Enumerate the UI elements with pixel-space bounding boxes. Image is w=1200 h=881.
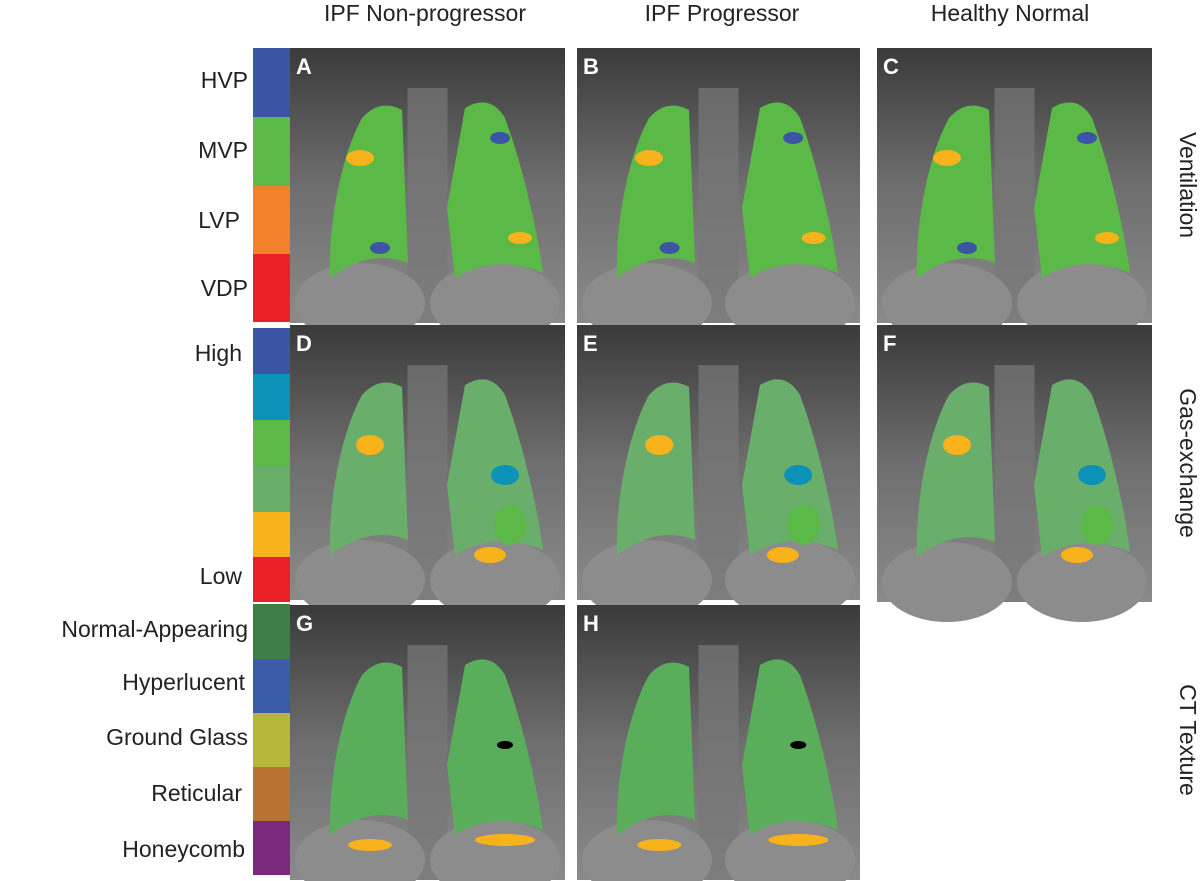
column-header: IPF Progressor bbox=[645, 0, 800, 26]
panel-letter: C bbox=[883, 54, 899, 79]
legend-bar-ventilation bbox=[253, 48, 290, 322]
lung-region bbox=[494, 505, 526, 545]
lung-region bbox=[346, 150, 374, 166]
lung-region bbox=[491, 465, 519, 485]
column-header: IPF Non-progressor bbox=[324, 0, 526, 26]
spine bbox=[698, 645, 739, 880]
legend-label: HVP bbox=[201, 67, 248, 93]
lung-region bbox=[659, 242, 680, 254]
column-header: Healthy Normal bbox=[931, 0, 1090, 26]
lung-region bbox=[933, 150, 961, 166]
lung-region bbox=[635, 150, 664, 166]
panel-letter: D bbox=[296, 331, 312, 356]
panel-letter: B bbox=[583, 54, 599, 79]
lung-region bbox=[490, 132, 510, 144]
image-panel: D bbox=[290, 325, 565, 620]
left-lung bbox=[916, 382, 995, 557]
row-label: Gas-exchange bbox=[1175, 388, 1200, 538]
lung-region bbox=[1061, 547, 1093, 563]
lung-region bbox=[957, 242, 977, 254]
lung-region bbox=[783, 132, 804, 144]
panel-letter: H bbox=[583, 611, 599, 636]
lung-region bbox=[497, 741, 513, 749]
diaphragm bbox=[582, 540, 712, 620]
lung-region bbox=[790, 741, 807, 749]
lung-region bbox=[784, 465, 813, 485]
diaphragm bbox=[295, 263, 425, 343]
left-lung bbox=[616, 105, 695, 278]
image-panel: E bbox=[577, 325, 860, 620]
legend-label: LVP bbox=[198, 207, 240, 233]
legend-label: Low bbox=[200, 563, 243, 589]
panel-letter: G bbox=[296, 611, 313, 636]
legend-label: Reticular bbox=[151, 780, 242, 806]
diaphragm bbox=[430, 263, 560, 343]
left-lung bbox=[616, 382, 695, 555]
lung-region bbox=[943, 435, 971, 455]
lung-region bbox=[508, 232, 532, 244]
diaphragm bbox=[430, 820, 560, 881]
legend-label: VDP bbox=[201, 275, 248, 301]
lung-region bbox=[1077, 132, 1097, 144]
image-panel: H bbox=[577, 605, 860, 881]
diaphragm bbox=[725, 540, 855, 620]
panel-letter: F bbox=[883, 331, 896, 356]
spine bbox=[698, 88, 739, 323]
left-lung bbox=[916, 105, 995, 278]
diaphragm bbox=[582, 263, 712, 343]
legend-label: Honeycomb bbox=[122, 836, 245, 862]
diaphragm bbox=[582, 820, 712, 881]
row-label: Ventilation bbox=[1175, 132, 1200, 238]
lung-region bbox=[348, 839, 392, 851]
lung-region bbox=[768, 834, 829, 846]
row-label: CT Texture bbox=[1175, 684, 1200, 796]
lung-region bbox=[1095, 232, 1119, 244]
lung-region bbox=[370, 242, 390, 254]
diaphragm bbox=[725, 263, 855, 343]
legend-bar-gas bbox=[253, 328, 290, 602]
image-panel: G bbox=[290, 605, 565, 881]
lung-region bbox=[474, 547, 506, 563]
lung-region bbox=[1081, 505, 1113, 545]
right-lung bbox=[742, 659, 838, 835]
diaphragm bbox=[430, 540, 560, 620]
left-lung bbox=[616, 662, 695, 835]
left-lung bbox=[329, 662, 408, 835]
legend-label: Normal-Appearing bbox=[61, 616, 248, 642]
legend-label: MVP bbox=[198, 137, 248, 163]
panel-letter: E bbox=[583, 331, 598, 356]
lung-region bbox=[801, 232, 826, 244]
legend-label: Hyperlucent bbox=[122, 669, 245, 695]
panel-letter: A bbox=[296, 54, 312, 79]
image-panel: F bbox=[877, 325, 1152, 622]
left-lung bbox=[329, 105, 408, 278]
lung-region bbox=[475, 834, 535, 846]
diaphragm bbox=[1017, 542, 1147, 622]
lung-region bbox=[356, 435, 384, 455]
legend-bar-ct bbox=[253, 604, 290, 875]
left-lung bbox=[329, 382, 408, 555]
image-panel: B bbox=[577, 48, 860, 343]
lung-region bbox=[766, 547, 799, 563]
diaphragm bbox=[882, 263, 1012, 343]
diaphragm bbox=[295, 540, 425, 620]
lung-region bbox=[645, 435, 674, 455]
diaphragm bbox=[1017, 263, 1147, 343]
image-panel: A bbox=[290, 48, 565, 343]
lung-region bbox=[637, 839, 682, 851]
right-lung bbox=[447, 659, 543, 835]
image-panel: C bbox=[877, 48, 1152, 343]
diaphragm bbox=[295, 820, 425, 881]
diaphragm bbox=[882, 542, 1012, 622]
lung-region bbox=[787, 505, 820, 545]
diaphragm bbox=[725, 820, 855, 881]
spine bbox=[698, 365, 739, 600]
legend-label: Ground Glass bbox=[106, 724, 248, 750]
lung-region bbox=[1078, 465, 1106, 485]
legend-label: High bbox=[195, 340, 242, 366]
